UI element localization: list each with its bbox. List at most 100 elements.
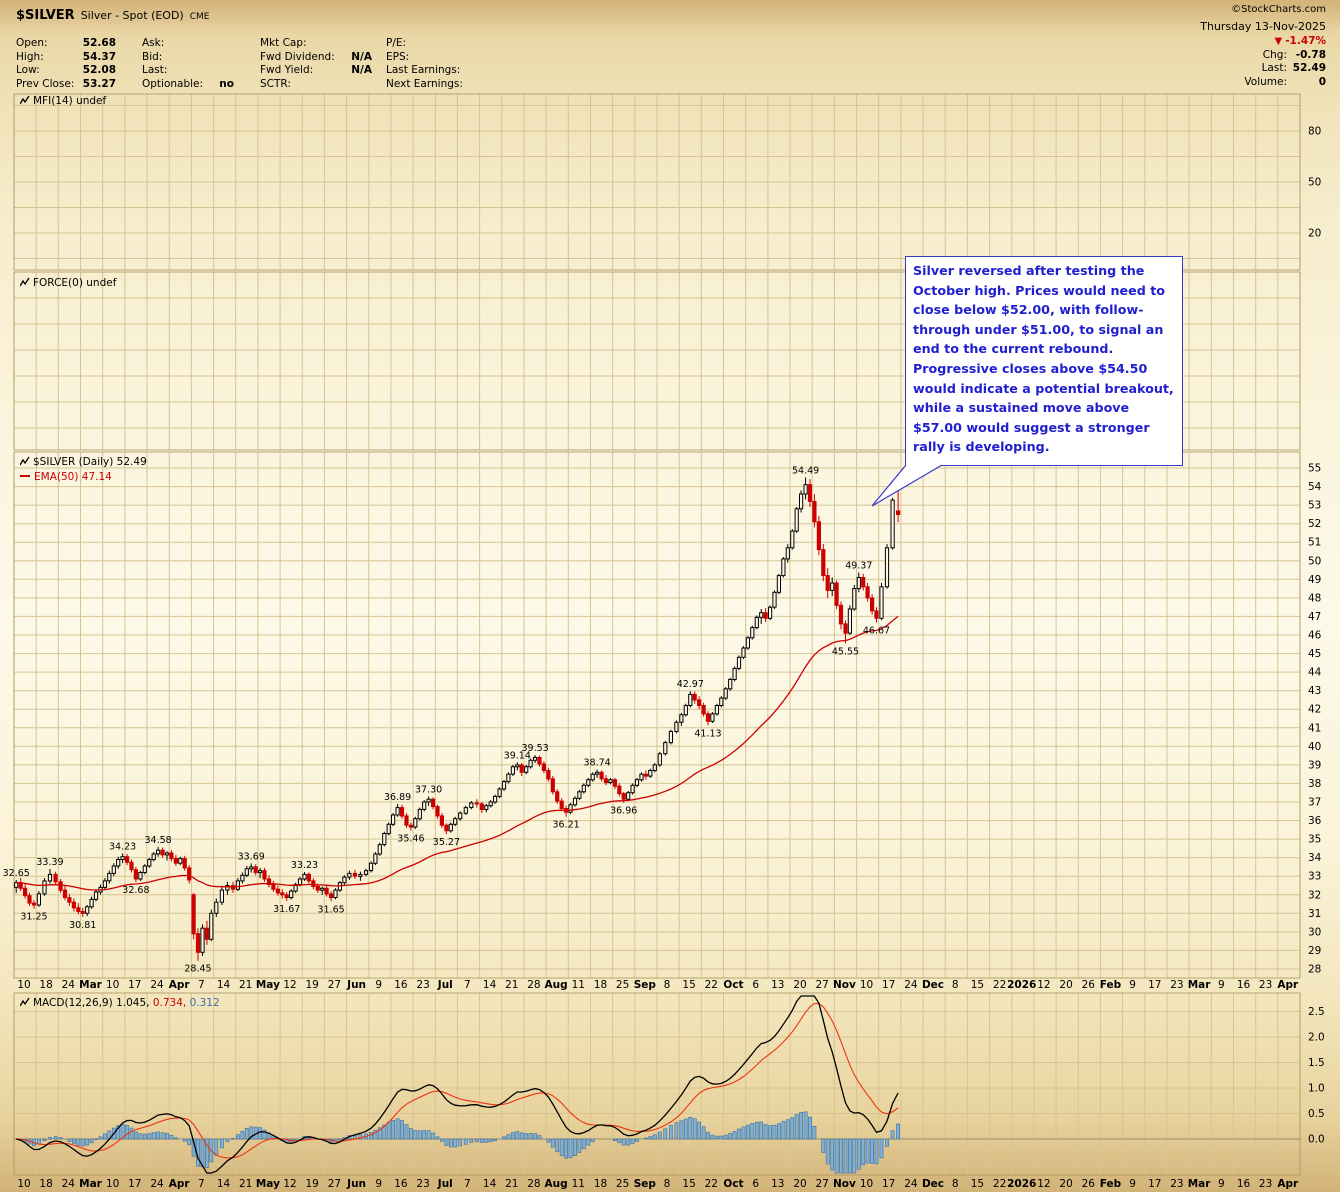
- quote-row: Fwd Yield: N/A: [260, 64, 372, 78]
- svg-text:21: 21: [239, 1178, 252, 1190]
- macd-histogram: [18, 1111, 901, 1174]
- svg-text:0.0: 0.0: [1308, 1134, 1325, 1146]
- title-row: $SILVER Silver - Spot (EOD) CME: [16, 4, 209, 23]
- svg-text:8: 8: [952, 979, 959, 991]
- svg-text:32: 32: [1308, 889, 1321, 901]
- svg-text:9: 9: [1129, 979, 1136, 991]
- quote-label: Last Earnings:: [386, 64, 461, 76]
- svg-text:46.67: 46.67: [863, 626, 890, 637]
- symbol-description: Silver - Spot (EOD): [80, 9, 184, 22]
- indicator-icon: [19, 277, 30, 287]
- svg-text:9: 9: [1218, 1178, 1225, 1190]
- svg-text:37.30: 37.30: [415, 784, 442, 795]
- svg-text:12: 12: [1037, 979, 1050, 991]
- svg-text:Mar: Mar: [1188, 1178, 1212, 1190]
- svg-text:39.53: 39.53: [521, 743, 548, 754]
- quote-row: Ask:: [142, 37, 234, 51]
- chg-label: Chg:: [1262, 48, 1287, 61]
- svg-text:2026: 2026: [1007, 1178, 1036, 1190]
- svg-text:Mar: Mar: [79, 1178, 103, 1190]
- macd-hist-value: 0.312: [189, 997, 220, 1009]
- macd-signal-line: [16, 1002, 899, 1159]
- quote-row: High: 54.37: [16, 51, 116, 65]
- svg-text:16: 16: [1237, 979, 1251, 991]
- svg-text:17: 17: [882, 1178, 895, 1190]
- svg-text:25: 25: [616, 979, 629, 991]
- svg-text:18: 18: [594, 1178, 607, 1190]
- svg-text:35.27: 35.27: [433, 837, 460, 848]
- mfi-legend-text: MFI(14) undef: [33, 95, 107, 107]
- svg-text:27: 27: [328, 979, 341, 991]
- svg-text:36.89: 36.89: [384, 792, 411, 803]
- svg-text:12: 12: [283, 979, 296, 991]
- svg-text:24: 24: [904, 979, 918, 991]
- svg-text:23: 23: [1259, 979, 1272, 991]
- svg-text:17: 17: [1148, 1178, 1161, 1190]
- svg-text:18: 18: [39, 979, 52, 991]
- quote-label: Fwd Dividend:: [260, 50, 335, 63]
- svg-text:34.23: 34.23: [109, 841, 136, 852]
- svg-text:80: 80: [1308, 126, 1321, 138]
- svg-text:33.23: 33.23: [291, 860, 318, 871]
- svg-text:28: 28: [1308, 964, 1321, 976]
- svg-text:Feb: Feb: [1100, 979, 1122, 991]
- svg-text:45.55: 45.55: [832, 646, 859, 657]
- svg-text:Apr: Apr: [1277, 1178, 1299, 1190]
- mfi-legend: MFI(14) undef: [19, 95, 107, 107]
- svg-text:53: 53: [1308, 500, 1321, 512]
- quote-col-price: Open: 52.68 High: 54.37 Low: 52.08 Prev Clo…: [16, 37, 116, 91]
- svg-text:20: 20: [1059, 979, 1072, 991]
- svg-text:0.5: 0.5: [1308, 1108, 1325, 1120]
- quote-label: Ask:: [142, 37, 165, 49]
- svg-text:9: 9: [1218, 979, 1225, 991]
- svg-text:10: 10: [860, 979, 873, 991]
- svg-text:9: 9: [1129, 1178, 1136, 1190]
- svg-text:31.25: 31.25: [20, 912, 47, 923]
- quote-row: Mkt Cap:: [260, 37, 372, 51]
- svg-text:38.74: 38.74: [583, 758, 610, 769]
- svg-text:32.68: 32.68: [122, 885, 149, 896]
- svg-text:35.46: 35.46: [397, 834, 424, 845]
- svg-text:9: 9: [375, 979, 382, 991]
- svg-text:39.14: 39.14: [504, 750, 531, 761]
- svg-text:10: 10: [106, 979, 119, 991]
- svg-text:14: 14: [483, 979, 497, 991]
- svg-text:20: 20: [1308, 228, 1321, 240]
- chart-header: $SILVER Silver - Spot (EOD) CME ©StockChar…: [0, 0, 1340, 92]
- quote-row: Prev Close: 53.27: [16, 78, 116, 92]
- quote-label: Optionable:: [142, 77, 204, 90]
- svg-text:Nov: Nov: [833, 979, 856, 991]
- svg-text:13: 13: [771, 1178, 784, 1190]
- quote-label: Open:: [16, 37, 48, 49]
- svg-text:28: 28: [527, 1178, 540, 1190]
- svg-text:49: 49: [1308, 574, 1321, 586]
- svg-text:30: 30: [1308, 926, 1321, 938]
- svg-text:17: 17: [1148, 979, 1161, 991]
- svg-text:12: 12: [283, 1178, 296, 1190]
- svg-text:Apr: Apr: [169, 979, 191, 991]
- svg-text:19: 19: [306, 1178, 319, 1190]
- svg-text:Jun: Jun: [346, 979, 366, 991]
- svg-text:18: 18: [39, 1178, 52, 1190]
- svg-text:15: 15: [971, 979, 984, 991]
- svg-text:32.65: 32.65: [3, 868, 30, 879]
- svg-text:49.37: 49.37: [845, 561, 872, 572]
- svg-text:Mar: Mar: [1188, 979, 1212, 991]
- svg-text:23: 23: [1259, 1178, 1272, 1190]
- svg-text:Jul: Jul: [437, 1178, 453, 1190]
- stockcharts-link[interactable]: ©StockCharts.com: [1231, 4, 1326, 15]
- svg-text:Oct: Oct: [723, 979, 743, 991]
- quote-value: no: [219, 77, 234, 90]
- svg-text:45: 45: [1308, 648, 1321, 660]
- svg-text:2.5: 2.5: [1308, 1006, 1325, 1018]
- svg-text:16: 16: [394, 1178, 408, 1190]
- change-block: ▼ -1.47% Chg: -0.78 Last: 52.49 Volume: 0: [1244, 35, 1326, 89]
- ema-swatch: [20, 475, 30, 477]
- indicator-icon: [19, 95, 30, 105]
- svg-text:43: 43: [1308, 685, 1321, 697]
- svg-text:27: 27: [816, 979, 829, 991]
- chart-date: Thursday 13-Nov-2025: [1200, 20, 1326, 33]
- volume-label: Volume:: [1244, 75, 1287, 88]
- svg-text:7: 7: [198, 1178, 205, 1190]
